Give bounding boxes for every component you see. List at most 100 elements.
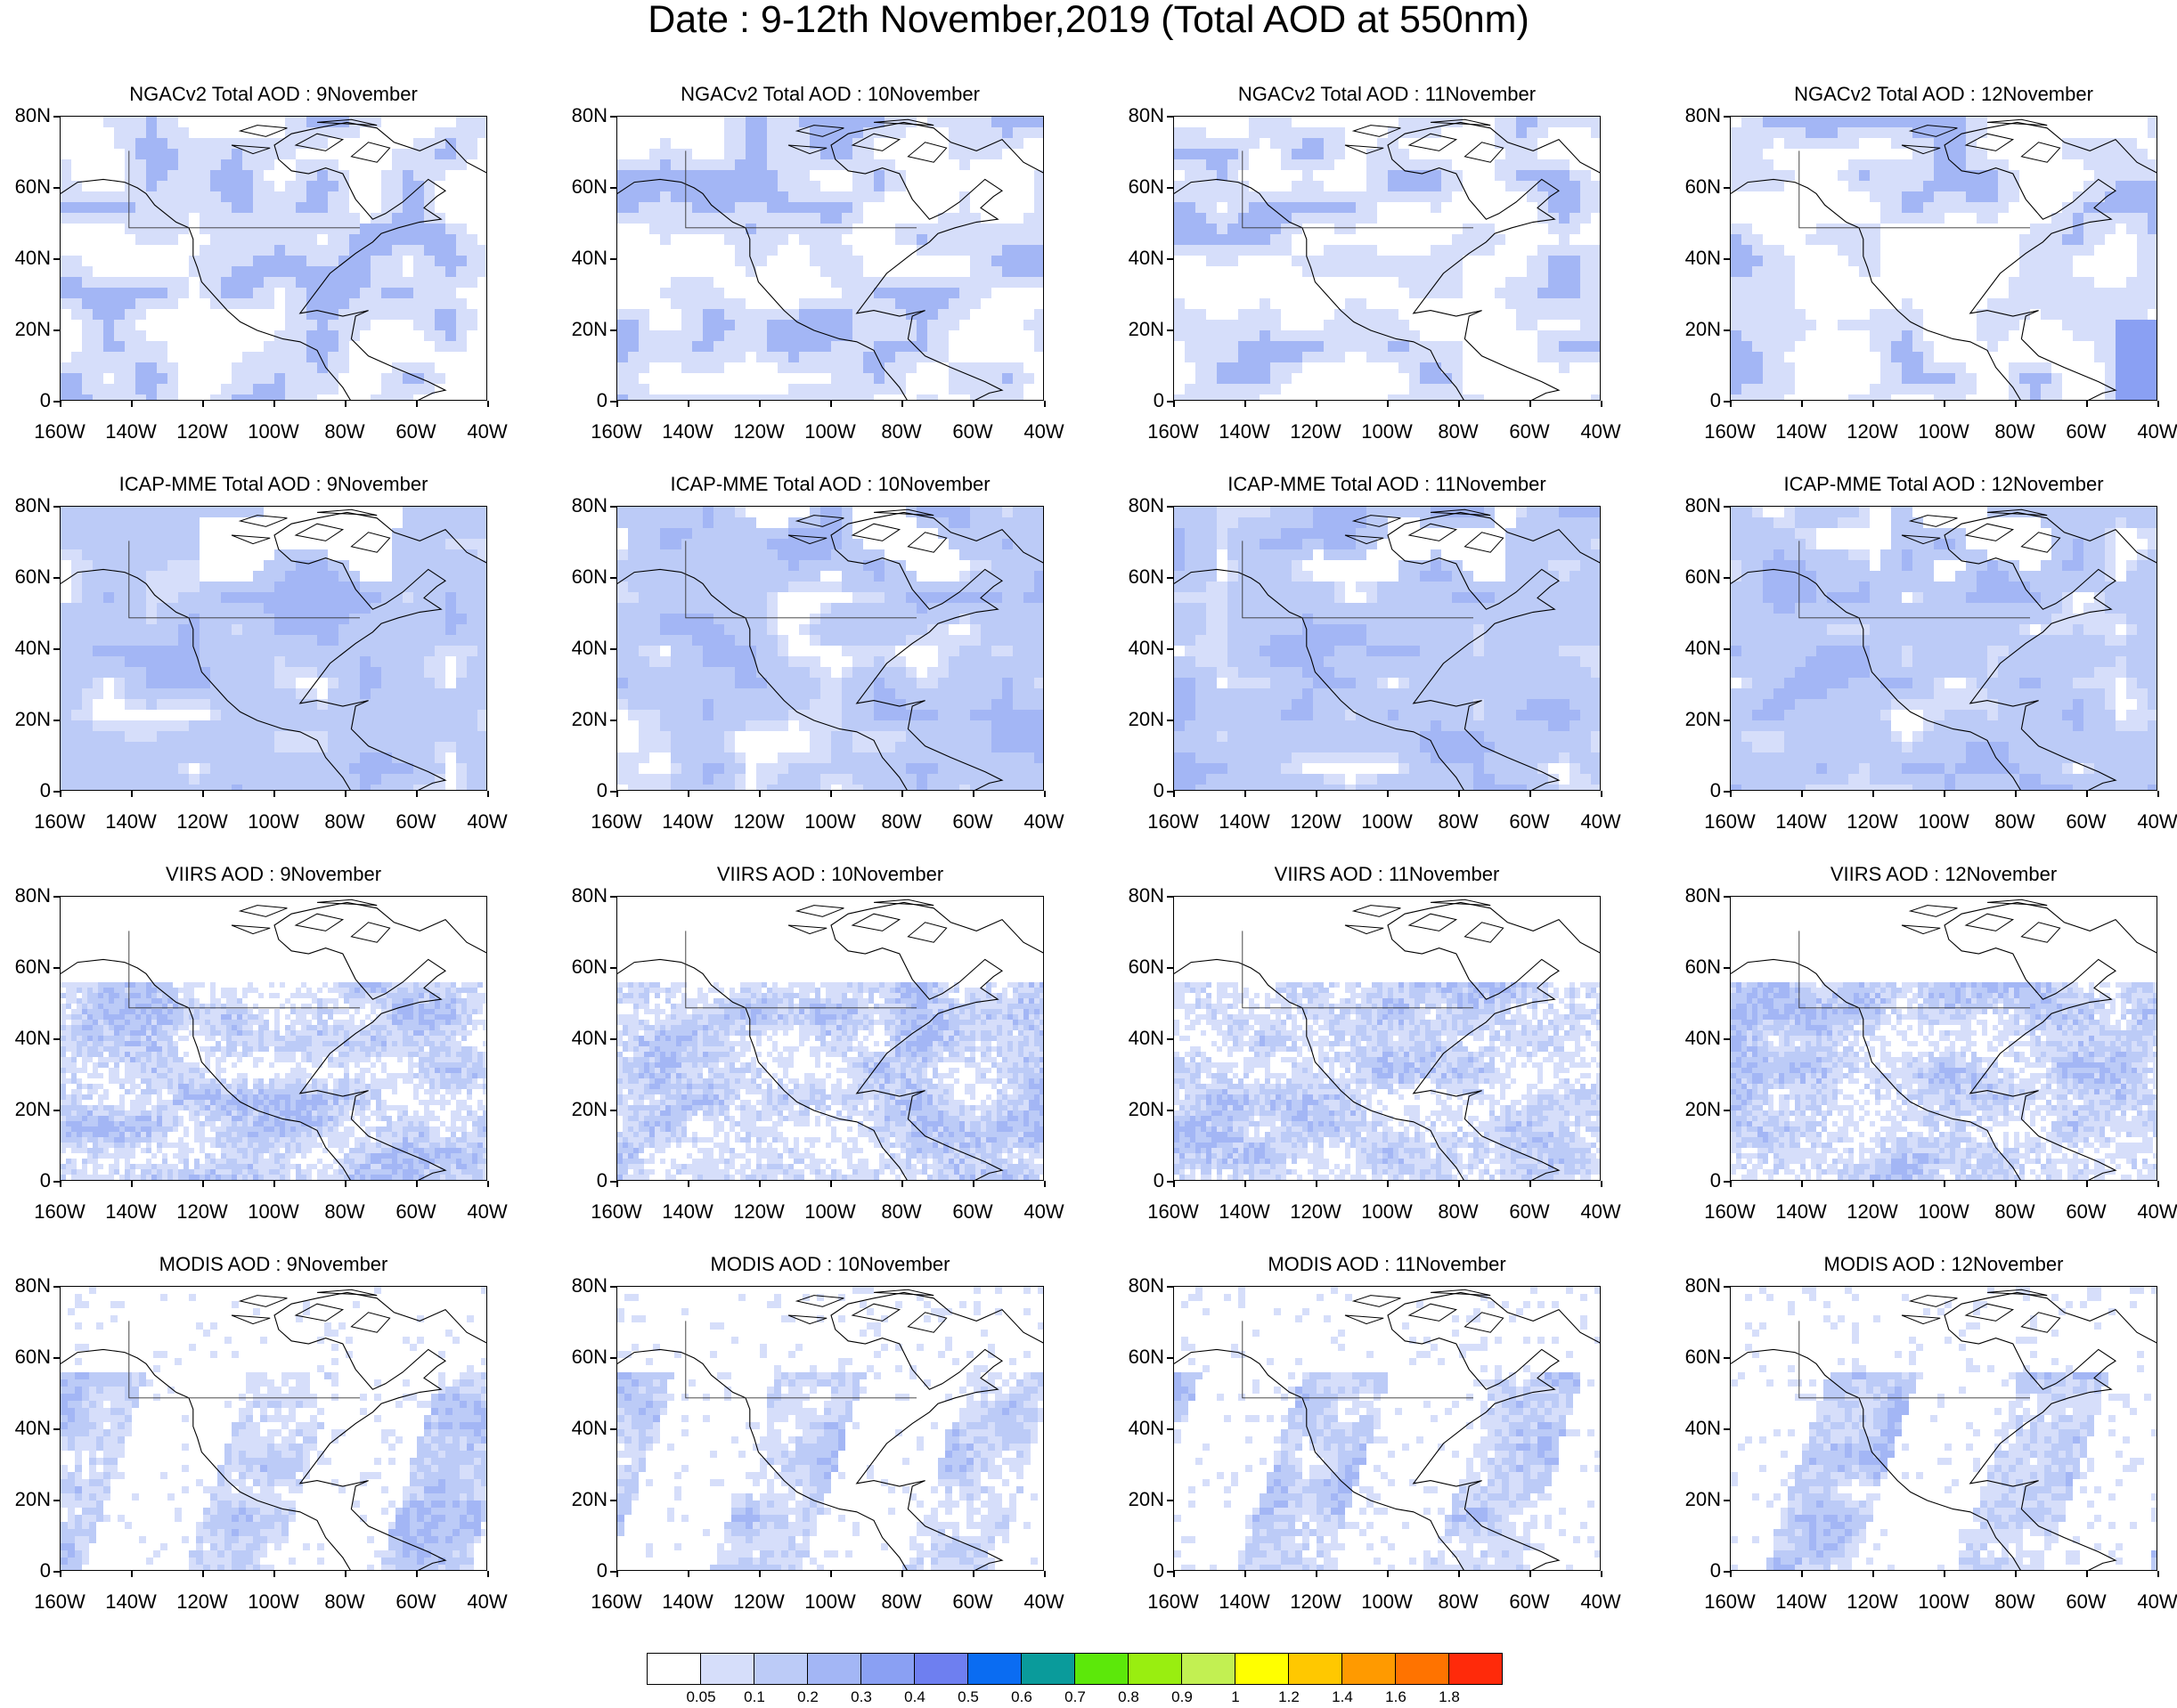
lon-tick [830, 401, 832, 407]
lat-tick-label: 40N [554, 1419, 607, 1438]
colorbar-label: 0.6 [995, 1688, 1048, 1706]
lat-tick-label: 0 [1111, 1561, 1164, 1581]
lon-tick-label: 120W [1837, 812, 1908, 832]
lat-tick [53, 896, 60, 898]
lon-tick-label: 120W [167, 1592, 238, 1612]
panel-title: ICAP-MME Total AOD : 12November [1730, 474, 2157, 495]
lon-tick-label: 100W [795, 1202, 866, 1222]
lon-tick [131, 401, 133, 407]
lat-tick-label: 0 [554, 1171, 607, 1191]
lon-tick [1387, 401, 1389, 407]
lon-tick [1458, 401, 1460, 407]
lat-tick-label: 0 [1667, 781, 1721, 801]
lat-tick [1724, 1500, 1730, 1501]
lat-tick [1724, 791, 1730, 793]
lat-tick [1724, 1110, 1730, 1111]
map-panel [616, 896, 1044, 1181]
colorbar-swatch [806, 1653, 861, 1685]
lat-tick [1167, 1428, 1173, 1430]
lon-tick-label: 120W [1280, 1202, 1351, 1222]
lon-tick-label: 80W [1423, 1592, 1494, 1612]
colorbar-swatch [1341, 1653, 1396, 1685]
lon-tick-label: 140W [1765, 1202, 1837, 1222]
colorbar-label: 1.8 [1423, 1688, 1476, 1706]
country-border [1798, 1321, 2030, 1399]
map-panel [60, 1286, 487, 1571]
lon-tick [973, 401, 974, 407]
arctic-island [787, 924, 828, 935]
aod-field [1731, 1287, 2157, 1570]
aod-field [1174, 899, 1600, 1180]
lon-tick [202, 1571, 204, 1577]
lat-tick-label: 60N [554, 567, 607, 587]
lat-tick-label: 80N [1111, 106, 1164, 126]
lon-tick [616, 1571, 618, 1577]
lat-tick-label: 40N [0, 248, 51, 268]
colorbar-label: 0.2 [781, 1688, 835, 1706]
lon-tick-label: 140W [1765, 422, 1837, 442]
lon-tick [2157, 1571, 2159, 1577]
lon-tick [1730, 1181, 1732, 1187]
colorbar-swatch [1073, 1653, 1129, 1685]
arctic-island [294, 913, 345, 931]
lon-tick-label: 100W [1351, 1592, 1423, 1612]
lat-tick-label: 60N [554, 177, 607, 197]
lon-tick-label: 60W [2051, 1202, 2122, 1222]
lon-tick-label: 80W [1979, 1592, 2051, 1612]
lon-tick [616, 791, 618, 797]
country-border [685, 150, 917, 229]
aod-field [61, 507, 486, 790]
lon-tick [1316, 791, 1317, 797]
lon-tick [2086, 401, 2088, 407]
lat-tick [610, 896, 616, 898]
lon-tick [202, 791, 204, 797]
arctic-island [2020, 532, 2061, 553]
lat-tick [610, 577, 616, 579]
lon-tick [1730, 401, 1732, 407]
lon-tick [1044, 1181, 1046, 1187]
arctic-island [795, 1295, 844, 1307]
arctic-island [316, 899, 378, 907]
lon-tick-label: 40W [1565, 1202, 1636, 1222]
lon-tick [273, 1571, 275, 1577]
lat-tick [1167, 1286, 1173, 1288]
lon-tick-label: 160W [581, 1592, 652, 1612]
coastline [1731, 511, 2157, 790]
lon-tick-label: 120W [167, 422, 238, 442]
aod-field [61, 899, 486, 1180]
arctic-island [350, 532, 391, 553]
arctic-island [907, 532, 948, 553]
arctic-island [350, 142, 391, 163]
figure-title: Date : 9-12th November,2019 (Total AOD a… [0, 0, 2177, 39]
arctic-island [907, 922, 948, 943]
lon-tick [901, 1181, 903, 1187]
lon-tick-label: 140W [95, 812, 167, 832]
arctic-island [1901, 144, 1941, 155]
lat-tick [610, 1428, 616, 1430]
lon-tick-label: 160W [581, 1202, 652, 1222]
lon-tick [1730, 791, 1732, 797]
lat-tick-label: 60N [1667, 957, 1721, 977]
aod-field [61, 117, 486, 400]
colorbar-label: 0.5 [942, 1688, 995, 1706]
lon-tick-label: 140W [652, 1592, 723, 1612]
lon-tick [1316, 1181, 1317, 1187]
lat-tick-label: 40N [0, 1029, 51, 1048]
lon-tick-label: 140W [1765, 812, 1837, 832]
lat-tick [610, 258, 616, 260]
lon-tick [616, 1181, 618, 1187]
aod-field [1174, 507, 1600, 790]
lon-tick [1601, 1181, 1602, 1187]
lon-tick [1244, 1571, 1246, 1577]
lat-tick-label: 0 [554, 1561, 607, 1581]
panel-title: MODIS AOD : 10November [616, 1254, 1044, 1275]
lon-tick-label: 100W [1908, 1592, 1979, 1612]
lon-tick [1458, 1571, 1460, 1577]
lon-tick-label: 140W [1209, 812, 1280, 832]
lat-tick-label: 40N [1111, 248, 1164, 268]
arctic-island [787, 144, 828, 155]
lon-tick [2157, 1181, 2159, 1187]
lon-tick [901, 791, 903, 797]
lon-tick-label: 60W [2051, 1592, 2122, 1612]
lat-tick-label: 20N [1667, 710, 1721, 729]
